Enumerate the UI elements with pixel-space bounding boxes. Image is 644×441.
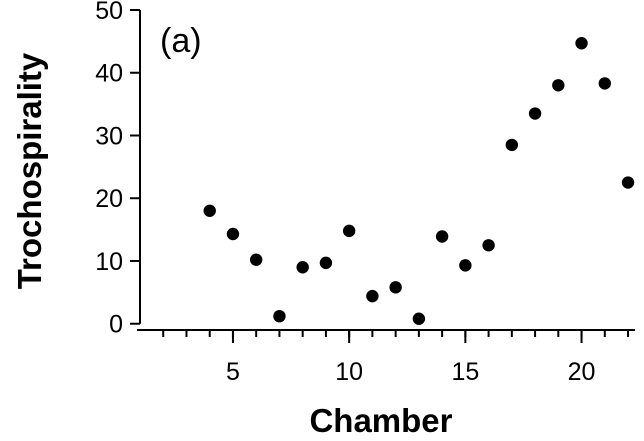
- data-point: [226, 227, 240, 241]
- data-point: [505, 138, 519, 152]
- axes: 0 10 20 30 40 50 5 10 15 20: [95, 0, 635, 386]
- data-point: [552, 79, 565, 92]
- y-tick-label: 0: [109, 311, 123, 339]
- data-point: [412, 312, 426, 325]
- data-point: [598, 77, 611, 90]
- y-tick-label: 40: [95, 60, 123, 88]
- data-point: [296, 261, 309, 274]
- data-point: [389, 281, 402, 294]
- panel-label: (a): [160, 22, 202, 60]
- data-point: [342, 224, 356, 238]
- x-tick-label: 5: [226, 358, 240, 386]
- data-point: [482, 239, 495, 252]
- y-tick-label: 10: [95, 248, 123, 276]
- x-axis-title: Chamber: [309, 402, 452, 439]
- x-tick-label: 10: [335, 358, 363, 386]
- y-tick-label: 50: [95, 0, 123, 25]
- x-tick-label: 20: [568, 358, 596, 386]
- data-points: [203, 37, 635, 325]
- data-point: [621, 176, 635, 189]
- data-point: [575, 37, 588, 50]
- data-point: [459, 259, 472, 272]
- y-axis-title: Trochospirality: [11, 52, 48, 289]
- data-point: [203, 204, 216, 217]
- data-point: [366, 289, 379, 303]
- data-point: [435, 230, 449, 243]
- x-tick-label: 15: [451, 358, 479, 386]
- y-tick-label: 30: [95, 122, 123, 150]
- data-point: [528, 107, 542, 120]
- data-point: [273, 309, 286, 323]
- data-point: [319, 256, 333, 270]
- data-point: [249, 253, 263, 266]
- y-tick-label: 20: [95, 185, 123, 213]
